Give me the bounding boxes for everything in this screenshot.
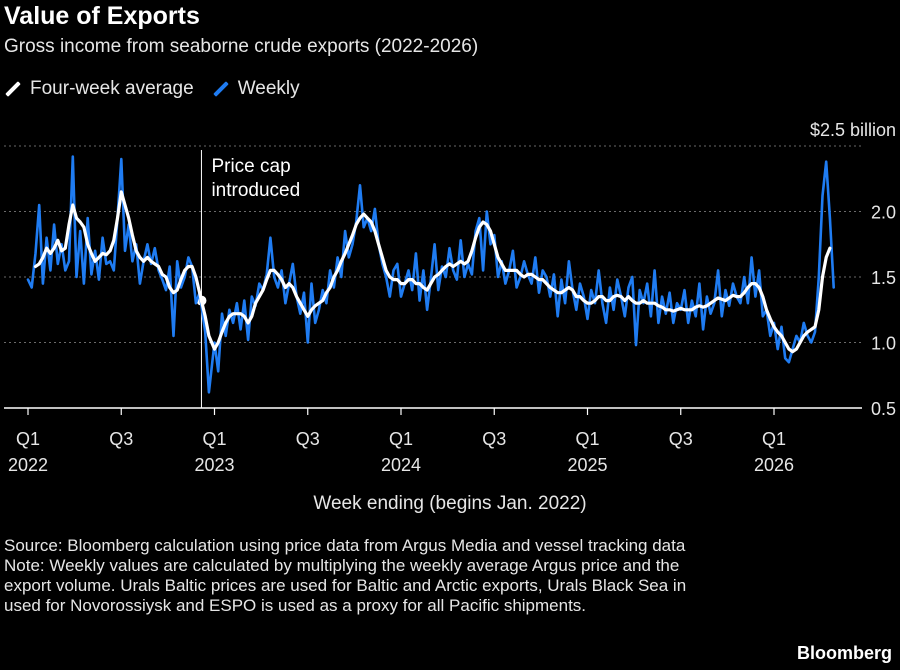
y-tick-label-2: 2.0 xyxy=(871,203,896,223)
y-tick-label-1: 1.0 xyxy=(871,334,896,354)
legend-swatch-weekly xyxy=(212,81,229,97)
y-tick-label-2.5: $2.5 billion xyxy=(810,120,896,140)
chart-title: Value of Exports xyxy=(4,2,200,30)
source-text: Source: Bloomberg calculation using pric… xyxy=(4,536,686,555)
x-tick-year-4: 2024 xyxy=(381,455,421,475)
series-line-weekly xyxy=(26,155,836,394)
legend-item-weekly: Weekly xyxy=(212,78,300,100)
x-tick-year-2: 2023 xyxy=(194,455,234,475)
note-text: Note: Weekly values are calculated by mu… xyxy=(4,556,687,615)
legend-label-four-week-average: Four-week average xyxy=(30,78,194,99)
footer-notes: Source: Bloomberg calculation using pric… xyxy=(4,536,694,616)
y-tick-label-0.5: 0.5 xyxy=(871,399,896,419)
x-tick-label-7: Q3 xyxy=(669,429,693,449)
legend-label-weekly: Weekly xyxy=(237,78,300,99)
line-chart: Price cap introduced 0.5 1.0 1.5 2.0 $2.5 bil… xyxy=(4,120,896,514)
legend-swatch-four-week-average xyxy=(5,81,21,97)
x-tick-label-0: Q1 xyxy=(16,429,40,449)
x-tick-label-8: Q1 xyxy=(762,429,786,449)
axis-layer: 0.5 1.0 1.5 2.0 $2.5 billion Q1 2022 Q3 Q1 2023 Q3… xyxy=(4,120,896,514)
x-tick-year-0: 2022 xyxy=(8,455,48,475)
grid-layer xyxy=(4,145,862,343)
series-line-four-week-average xyxy=(33,190,832,354)
legend: Four-week average Weekly xyxy=(4,78,318,100)
y-tick-label-1.5: 1.5 xyxy=(871,268,896,288)
x-axis-label: Week ending (begins Jan. 2022) xyxy=(313,493,586,514)
bloomberg-logo: Bloomberg xyxy=(796,643,892,663)
price-cap-label-1: introduced xyxy=(211,180,300,201)
series-layer xyxy=(26,155,836,394)
x-tick-year-8: 2026 xyxy=(754,455,794,475)
chart-subtitle: Gross income from seaborne crude exports… xyxy=(4,36,479,57)
annotation-layer: Price cap introduced xyxy=(196,150,300,408)
legend-item-four-week-average: Four-week average xyxy=(4,78,194,100)
x-tick-label-2: Q1 xyxy=(202,429,226,449)
x-tick-year-6: 2025 xyxy=(567,455,607,475)
price-cap-label-0: Price cap xyxy=(211,156,290,177)
x-tick-label-6: Q1 xyxy=(575,429,599,449)
x-tick-label-4: Q1 xyxy=(389,429,413,449)
x-tick-label-1: Q3 xyxy=(109,429,133,449)
x-tick-label-3: Q3 xyxy=(296,429,320,449)
x-tick-label-5: Q3 xyxy=(482,429,506,449)
